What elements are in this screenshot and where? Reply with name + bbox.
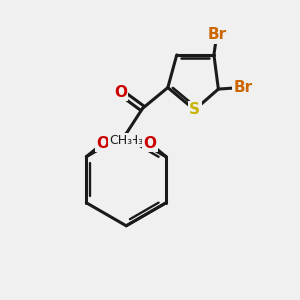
- Text: O: O: [143, 136, 156, 151]
- Text: O: O: [114, 85, 127, 100]
- Text: S: S: [189, 102, 200, 117]
- Text: CH₃: CH₃: [121, 134, 144, 147]
- Text: O: O: [96, 136, 109, 151]
- Text: Br: Br: [207, 27, 226, 42]
- Text: Br: Br: [234, 80, 253, 95]
- Text: CH₃: CH₃: [109, 134, 132, 147]
